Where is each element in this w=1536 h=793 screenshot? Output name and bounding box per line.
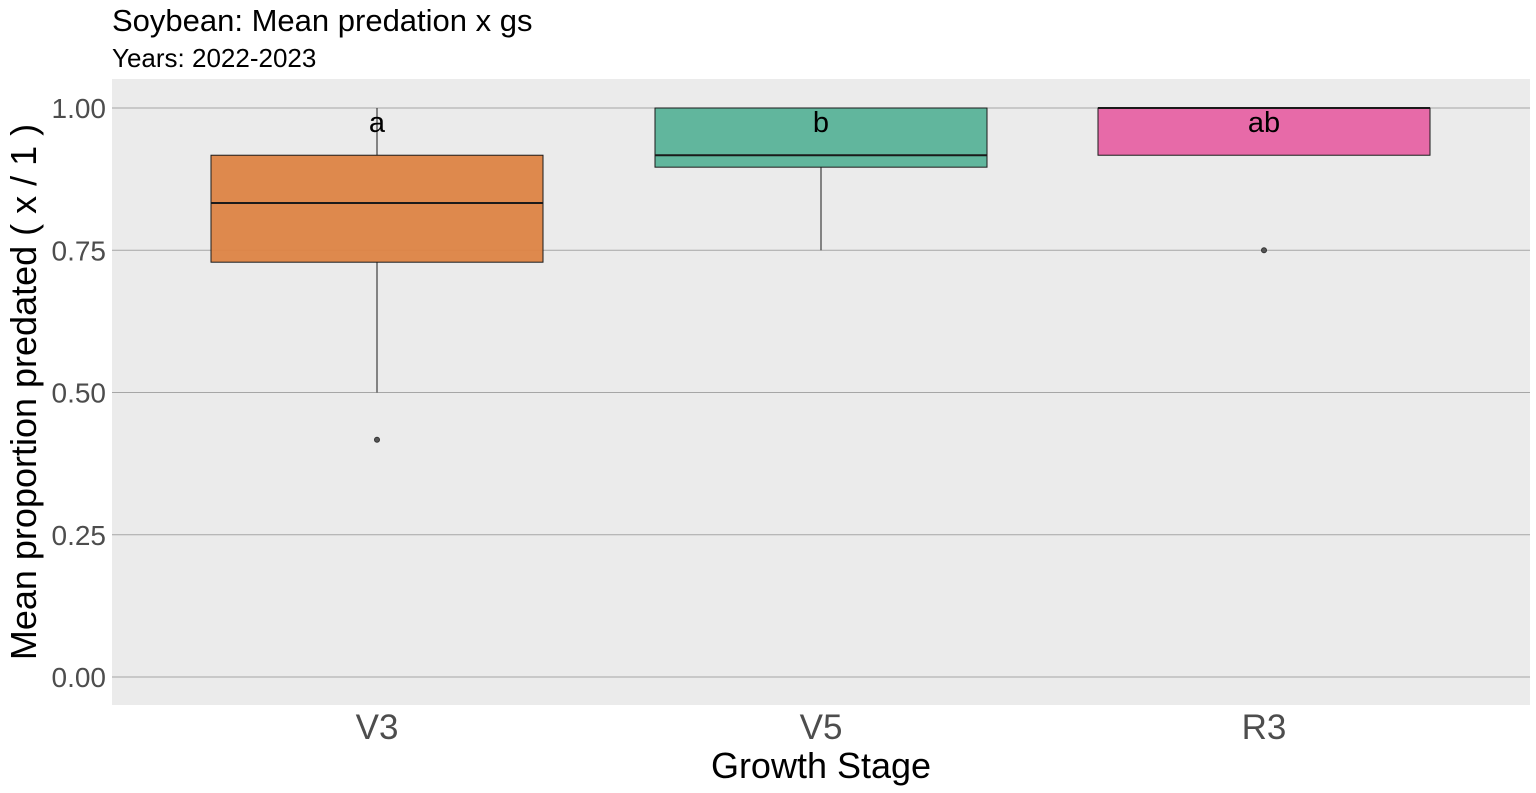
significance-letter: a <box>369 107 386 139</box>
x-tick-label: V5 <box>800 708 843 747</box>
outlier-point <box>1261 247 1267 254</box>
box-V3: a <box>210 107 544 443</box>
chart-title: Soybean: Mean predation x gs <box>112 3 533 38</box>
y-tick-label: 0.75 <box>52 235 107 266</box>
y-tick-label: 0.00 <box>52 662 107 693</box>
x-tick-label: R3 <box>1242 708 1287 747</box>
boxplots: a b ab <box>210 107 1431 443</box>
x-axis-title: Growth Stage <box>711 745 931 786</box>
significance-letter: ab <box>1248 107 1280 139</box>
box-body <box>654 107 988 168</box>
y-tick-label: 1.00 <box>52 93 107 124</box>
y-axis-title: Mean proportion predated ( x / 1 ) <box>3 124 44 660</box>
box-body <box>210 154 544 263</box>
x-tick-label: V3 <box>356 708 399 747</box>
outlier-point <box>374 436 380 443</box>
y-tick-label: 0.50 <box>52 378 107 409</box>
box-V5: b <box>654 107 988 251</box>
y-axis-ticks: 0.00 0.25 0.50 0.75 1.00 <box>52 93 107 693</box>
significance-letter: b <box>813 107 829 139</box>
x-axis-ticks: V3 V5 R3 <box>356 708 1287 747</box>
chart-subtitle: Years: 2022-2023 <box>112 43 316 73</box>
y-tick-label: 0.25 <box>52 520 107 551</box>
box-body <box>1097 107 1431 156</box>
box-R3: ab <box>1097 107 1431 254</box>
